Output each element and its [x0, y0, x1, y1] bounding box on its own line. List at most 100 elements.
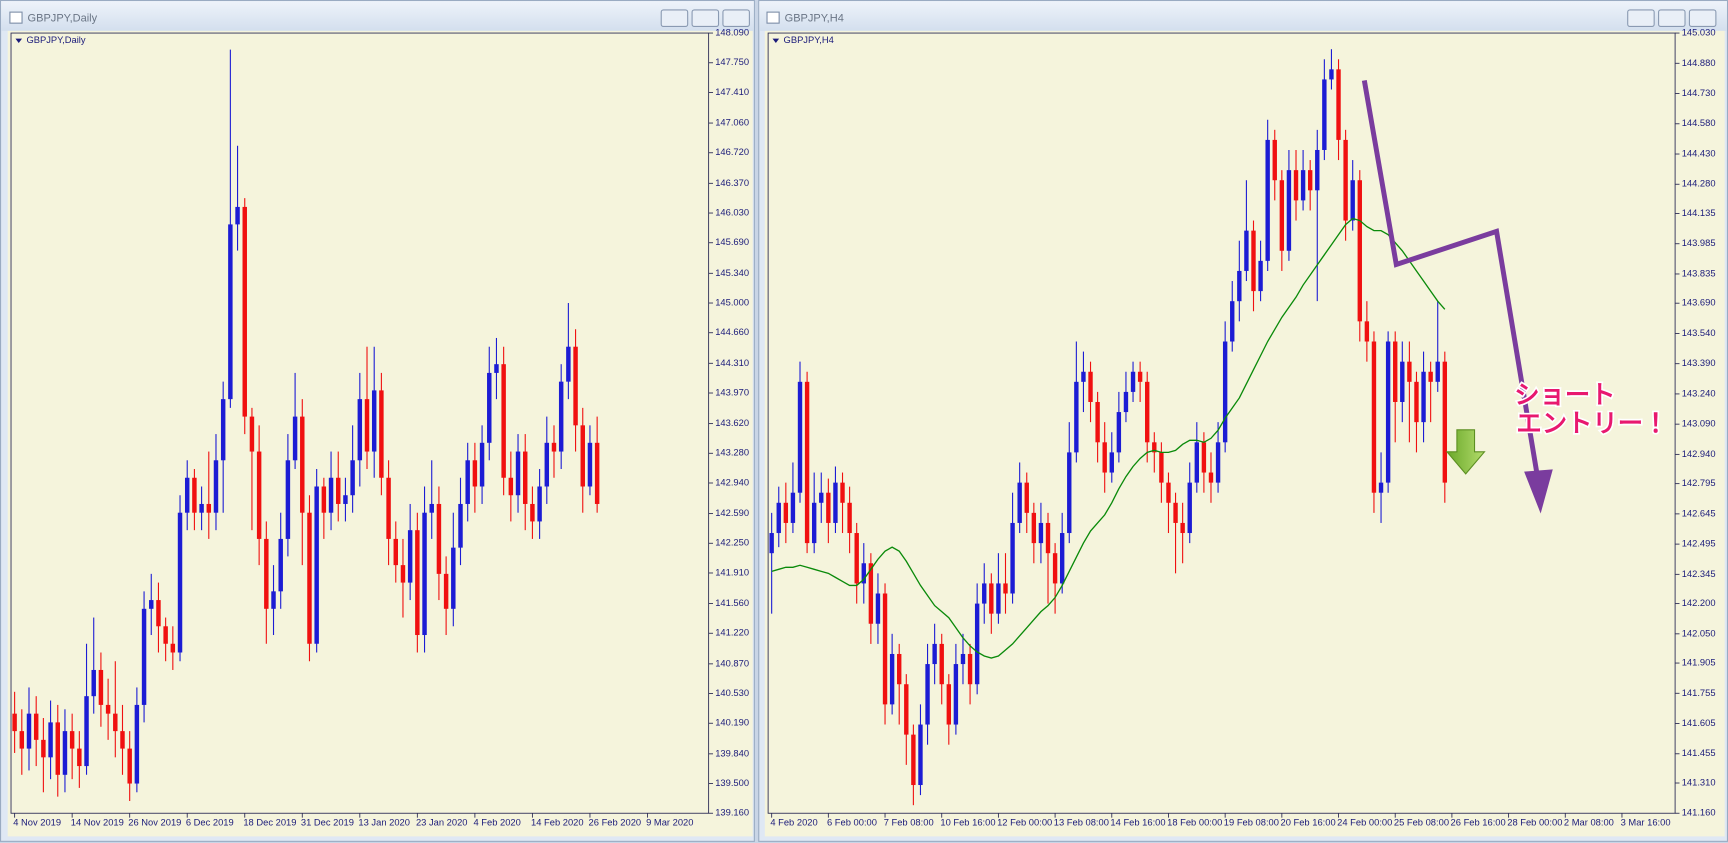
y-tick-label: 143.090	[1682, 419, 1716, 429]
y-tick-label: 143.280	[715, 448, 749, 458]
candle-body	[946, 684, 952, 725]
y-tick-label: 142.795	[1682, 478, 1716, 488]
candle-body	[120, 731, 125, 749]
candle-body	[177, 512, 183, 653]
candle-body	[911, 734, 916, 786]
candle-body	[1024, 482, 1029, 513]
candle-body	[1421, 371, 1426, 423]
candle-body	[364, 399, 370, 452]
y-tick-label: 142.645	[1682, 508, 1716, 518]
candle-body	[1307, 170, 1313, 191]
close-button[interactable]	[722, 9, 750, 27]
candle-body	[429, 503, 434, 513]
y-tick-label: 142.345	[1682, 569, 1716, 579]
y-tick-label: 142.590	[715, 508, 749, 518]
x-tick-label: 26 Nov 2019	[128, 818, 181, 828]
candle-body	[386, 477, 391, 539]
candle-body	[882, 593, 888, 705]
candle-body	[790, 492, 796, 523]
y-tick-label: 142.940	[1682, 449, 1716, 459]
candle-body	[918, 724, 923, 786]
maximize-button[interactable]	[691, 9, 720, 27]
candle-body	[1293, 170, 1299, 201]
candle-body	[1052, 553, 1058, 584]
candle-body	[811, 502, 817, 544]
window-title: GBPJPY,Daily	[28, 13, 98, 25]
candle-body	[1031, 512, 1037, 544]
candle-body	[996, 583, 1001, 614]
candle-body	[897, 653, 902, 685]
minimize-button[interactable]	[1627, 9, 1655, 27]
candle-body	[371, 390, 377, 452]
maximize-button[interactable]	[1658, 9, 1686, 27]
candle-body	[422, 512, 427, 636]
candle-body	[1428, 371, 1433, 382]
x-tick-label: 31 Dec 2019	[301, 818, 354, 828]
y-tick-label: 147.410	[715, 87, 749, 97]
candle-body	[1385, 341, 1391, 483]
candle-body	[249, 416, 255, 452]
close-button[interactable]	[1688, 9, 1717, 27]
candle-body	[861, 563, 866, 584]
y-tick-label: 141.455	[1682, 748, 1716, 758]
y-tick-label: 144.660	[715, 327, 749, 337]
y-tick-label: 145.000	[715, 297, 749, 307]
x-tick-label: 13 Jan 2020	[358, 818, 410, 828]
candle-body	[357, 399, 363, 461]
candle-body	[840, 482, 845, 503]
candle-body	[1265, 139, 1270, 261]
x-tick-label: 4 Feb 2020	[770, 818, 817, 828]
candle-body	[1130, 371, 1136, 392]
y-tick-label: 142.250	[715, 538, 749, 548]
symbol-label: GBPJPY,H4	[784, 35, 834, 45]
candle-body	[587, 442, 593, 487]
y-tick-label: 143.240	[1682, 388, 1716, 398]
candle-body	[134, 704, 140, 784]
x-tick-label: 18 Feb 00:00	[1167, 818, 1222, 828]
candle-body	[1329, 69, 1334, 80]
y-tick-label: 146.370	[715, 178, 749, 188]
candle-body	[1300, 170, 1306, 201]
candle-body	[1315, 149, 1320, 191]
minimize-button[interactable]	[660, 9, 689, 27]
candle-body	[55, 722, 60, 775]
candle-body	[904, 684, 909, 735]
candle-body	[939, 643, 944, 685]
candle-body	[537, 486, 542, 522]
x-tick-label: 23 Jan 2020	[416, 818, 468, 828]
candle-body	[1095, 401, 1100, 443]
y-tick-label: 147.060	[715, 118, 749, 128]
y-tick-label: 143.835	[1682, 268, 1716, 278]
candle-body	[127, 748, 132, 784]
candle-body	[379, 390, 384, 478]
candle-body	[141, 608, 147, 705]
candle-body	[206, 503, 212, 513]
candle-body	[285, 460, 291, 539]
candle-body	[868, 563, 874, 624]
trend-arrowhead	[1524, 469, 1553, 514]
candle-body	[551, 442, 557, 452]
candle-body	[1137, 371, 1143, 382]
x-tick-label: 4 Feb 2020	[473, 818, 520, 828]
candle-body	[1343, 139, 1348, 221]
y-tick-label: 144.430	[1682, 148, 1716, 158]
candle-body	[1435, 361, 1440, 382]
candle-body	[1194, 442, 1200, 483]
candle-body	[1393, 341, 1398, 402]
candle-body	[393, 538, 399, 566]
candle-body	[1102, 442, 1107, 473]
candle-body	[307, 512, 312, 644]
x-tick-label: 3 Mar 16:00	[1621, 818, 1671, 828]
y-tick-label: 143.620	[715, 418, 749, 428]
candle-body	[443, 573, 449, 609]
candle-body	[1286, 170, 1292, 251]
y-tick-label: 141.160	[1682, 808, 1716, 818]
candle-body	[776, 502, 781, 534]
candle-body	[1371, 341, 1377, 493]
candle-body	[1279, 180, 1285, 251]
candle-body	[1350, 180, 1355, 221]
candle-body	[1222, 341, 1228, 443]
y-tick-label: 146.720	[715, 147, 749, 157]
candle-body	[1159, 452, 1164, 483]
candle-body	[350, 460, 355, 496]
